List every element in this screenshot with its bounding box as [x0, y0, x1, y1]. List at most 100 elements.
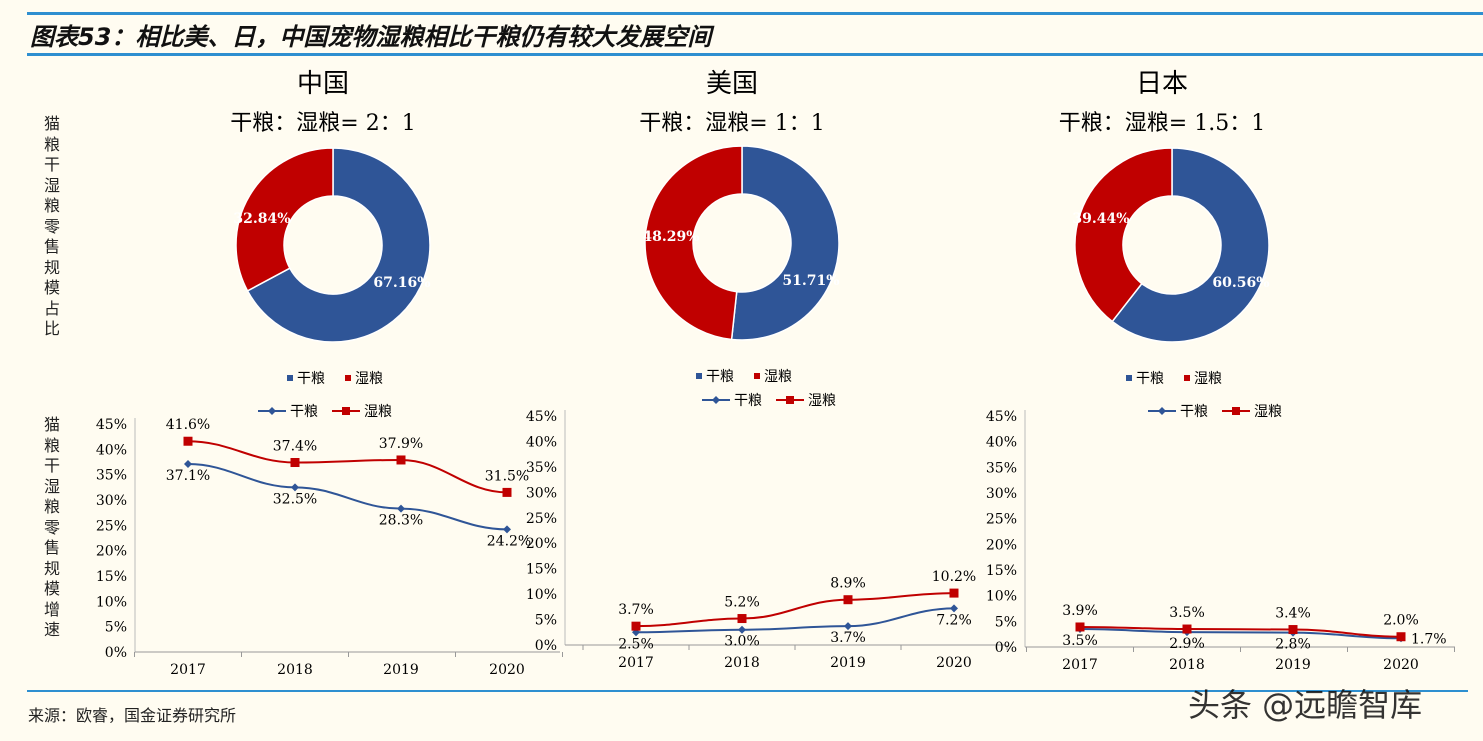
donut-data-label: 48.29% [642, 229, 699, 245]
donut-title: 中国 [297, 69, 349, 99]
y-tick-label: 0% [105, 645, 127, 661]
data-point-diamond [503, 525, 511, 534]
data-label: 28.3% [379, 513, 423, 529]
data-point-square [183, 436, 193, 446]
y-tick-label: 15% [986, 563, 1017, 579]
x-tick-label: 2017 [618, 655, 654, 671]
donut-slice-干粮 [730, 145, 840, 341]
footer-rule [27, 690, 1468, 692]
donut-slice-湿粮 [644, 145, 743, 341]
data-label: 37.1% [166, 468, 210, 484]
y-tick-label: 20% [986, 537, 1017, 553]
x-tick-label: 2019 [383, 662, 419, 678]
series-line-湿粮 [1079, 625, 1402, 638]
x-tick-label: 2020 [936, 655, 972, 671]
y-tick-label: 0% [995, 640, 1017, 656]
legend-label: 湿粮 [1194, 371, 1222, 387]
data-label: 1.7% [1411, 631, 1447, 647]
data-label: 3.7% [618, 602, 654, 618]
data-point-diamond [184, 460, 192, 469]
title-rule-top [27, 12, 1483, 15]
donut-slice-湿粮 [1074, 147, 1173, 323]
data-label: 37.9% [379, 436, 423, 452]
y-tick-label: 30% [526, 485, 557, 501]
series-line-干粮 [187, 463, 508, 531]
legend-marker-square [1232, 407, 1240, 415]
y-tick-label: 15% [526, 562, 557, 578]
data-point-square [1396, 632, 1406, 642]
data-label: 2.8% [1275, 637, 1311, 653]
data-label: 3.7% [830, 630, 866, 646]
data-label: 32.5% [273, 491, 317, 507]
data-point-square [1182, 624, 1192, 634]
y-tick-label: 10% [986, 589, 1017, 605]
y-tick-label: 30% [96, 493, 127, 509]
y-tick-label: 10% [526, 587, 557, 603]
data-label: 3.9% [1062, 603, 1098, 619]
series-line-干粮 [1079, 628, 1402, 640]
data-point-diamond [950, 604, 958, 613]
y-tick-label: 45% [986, 409, 1017, 425]
x-tick-label: 2019 [1275, 657, 1311, 673]
x-tick-label: 2018 [724, 655, 760, 671]
y-tick-label: 45% [526, 409, 557, 425]
data-label: 31.5% [485, 468, 529, 484]
y-tick-label: 45% [96, 417, 127, 433]
data-point-square [631, 621, 641, 631]
watermark: 头条 @远瞻智库 [1188, 686, 1423, 724]
data-point-square [737, 614, 747, 624]
legend-label: 干粮 [297, 371, 325, 387]
y-tick-label: 15% [96, 569, 127, 585]
y-tick-label: 25% [986, 512, 1017, 528]
legend-label: 干粮 [734, 393, 762, 409]
data-label: 3.4% [1275, 606, 1311, 622]
y-label-share: 猫粮干湿粮零售规模占比 [43, 114, 60, 338]
figure-title: 图表53：相比美、日，中国宠物湿粮相比干粮仍有较大发展空间 [30, 23, 712, 51]
donut-slice-湿粮 [235, 147, 334, 292]
donut-title: 美国 [706, 69, 758, 99]
data-label: 3.5% [1169, 605, 1205, 621]
legend-marker-diamond [1158, 407, 1166, 415]
y-tick-label: 5% [105, 620, 127, 636]
title-rule-bottom [27, 53, 1483, 56]
series-line-湿粮 [187, 440, 508, 494]
legend-marker-square [342, 407, 350, 415]
data-label: 10.2% [932, 569, 976, 585]
data-label: 2.5% [618, 636, 654, 652]
data-label: 3.0% [724, 634, 760, 650]
x-tick-label: 2019 [830, 655, 866, 671]
data-label: 3.5% [1062, 633, 1098, 649]
donut-subtitle: 干粮：湿粮= 1：1 [639, 111, 824, 136]
legend-label: 湿粮 [355, 371, 383, 387]
legend-swatch-干粮 [696, 373, 702, 379]
data-point-square [949, 588, 959, 598]
y-tick-label: 20% [526, 536, 557, 552]
legend-label: 干粮 [1136, 371, 1164, 387]
legend-label: 干粮 [1180, 404, 1208, 420]
x-tick-label: 2020 [489, 662, 525, 678]
legend-label: 湿粮 [808, 393, 836, 409]
legend-swatch-湿粮 [754, 373, 760, 379]
y-tick-label: 35% [96, 468, 127, 484]
legend-label: 干粮 [290, 404, 318, 420]
y-tick-label: 40% [526, 434, 557, 450]
legend-marker-diamond [268, 407, 276, 415]
legend-label: 干粮 [706, 369, 734, 385]
legend-swatch-干粮 [1126, 375, 1132, 381]
data-point-diamond [738, 625, 746, 634]
series-line-湿粮 [635, 592, 955, 628]
y-tick-label: 25% [526, 511, 557, 527]
series-line-干粮 [635, 607, 955, 634]
y-tick-label: 5% [535, 613, 557, 629]
data-label: 7.2% [936, 612, 972, 628]
donut-data-label: 39.44% [1072, 211, 1129, 227]
legend-label: 湿粮 [364, 404, 392, 420]
legend-label: 湿粮 [764, 369, 792, 385]
data-label: 8.9% [830, 576, 866, 592]
donut-data-label: 67.16% [373, 275, 430, 291]
data-label: 2.9% [1169, 636, 1205, 652]
data-point-square [1288, 625, 1298, 635]
data-label: 37.4% [273, 439, 317, 455]
legend-swatch-干粮 [287, 375, 293, 381]
